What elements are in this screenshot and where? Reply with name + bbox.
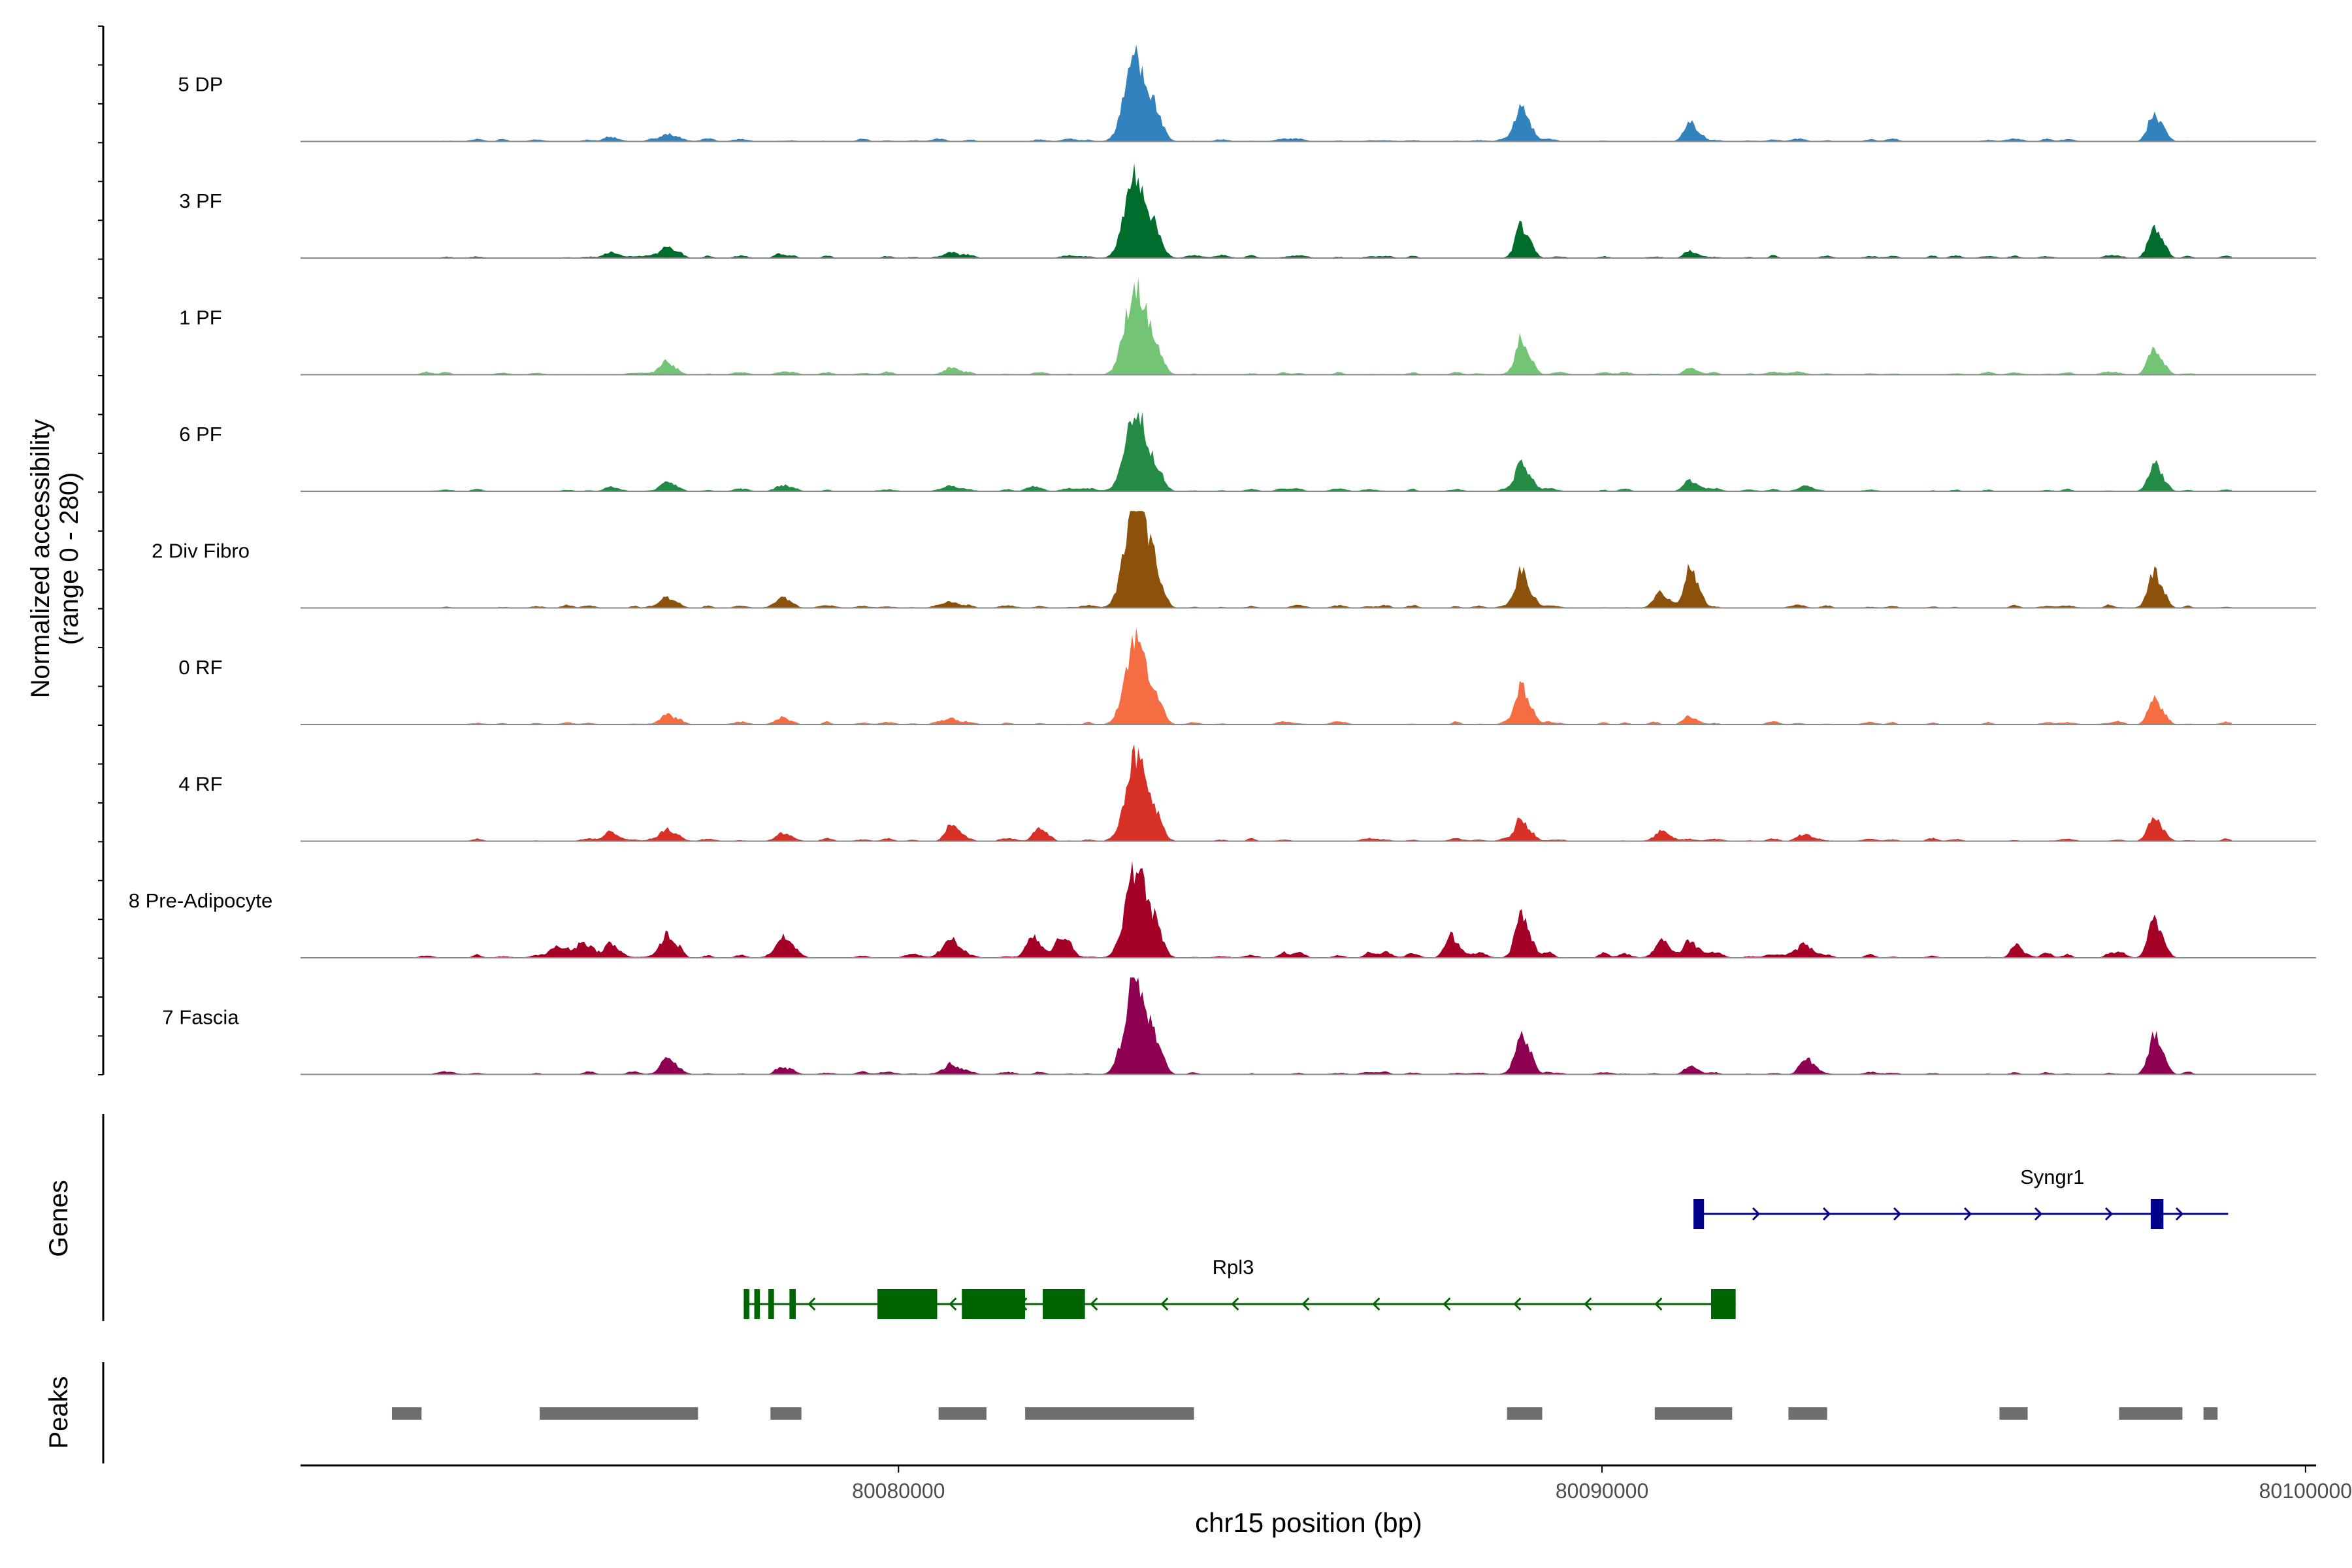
peaks-panel: Peaks: [44, 1362, 2218, 1463]
strand-arrow: [1822, 1207, 1831, 1221]
coverage-area: [406, 278, 2232, 375]
strand-arrow: [1752, 1207, 1761, 1221]
peaks-panel-label: Peaks: [44, 1376, 73, 1448]
exon: [1043, 1289, 1085, 1319]
peak-region: [2119, 1407, 2183, 1420]
strand-arrow: [1372, 1297, 1380, 1311]
peak-region: [1507, 1407, 1543, 1420]
peak-region: [1999, 1407, 2028, 1420]
exon: [1693, 1199, 1705, 1229]
track-1-pf: 1 PF: [179, 278, 2316, 376]
track-7-fascia: 7 Fascia: [162, 977, 2316, 1075]
y-axis-label: Normalized accessibility(range 0 - 280): [26, 419, 84, 698]
track-label: 7 Fascia: [162, 1006, 239, 1029]
coverage-area: [406, 627, 2232, 725]
exon: [789, 1289, 796, 1319]
strand-arrow: [949, 1297, 957, 1311]
strand-arrow: [1090, 1297, 1098, 1311]
x-axis-label: chr15 position (bp): [1195, 1507, 1422, 1538]
track-label: 0 RF: [178, 656, 222, 679]
gene-label: Rpl3: [1213, 1256, 1254, 1279]
coverage-area: [406, 511, 2232, 608]
strand-arrow: [1301, 1297, 1310, 1311]
strand-arrow: [2034, 1207, 2043, 1221]
track-6-pf: 6 PF: [179, 411, 2316, 492]
exon: [962, 1289, 1026, 1319]
gene-rpl3: Rpl3: [743, 1256, 1736, 1319]
y-axis-label-line: Normalized accessibility: [26, 419, 55, 698]
track-5-dp: 5 DP: [178, 44, 2316, 142]
strand-arrow: [2104, 1207, 2114, 1221]
strand-arrow: [1893, 1207, 1902, 1221]
peak-region: [1788, 1407, 1827, 1420]
track-label: 3 PF: [179, 189, 221, 212]
peak-region: [540, 1407, 698, 1420]
exon: [1710, 1289, 1736, 1319]
peak-region: [1654, 1407, 1733, 1420]
track-8-pre-adipocyte: 8 Pre-Adipocyte: [129, 860, 2316, 958]
track-label: 1 PF: [179, 306, 221, 329]
gene-annotation-panel: Genes Syngr1 Rpl3: [44, 1114, 2229, 1321]
y-axis-label-line: (range 0 - 280): [55, 472, 84, 645]
exon: [2150, 1199, 2164, 1229]
x-tick-label: 80090000: [1556, 1479, 1648, 1503]
peak-region: [1025, 1407, 1194, 1420]
track-label: 2 Div Fibro: [152, 540, 250, 563]
coverage-tracks: 5 DP 3 PF 1 PF 6 PF 2 Div Fibro 0 RF 4 RF 8 Pre…: [129, 44, 2316, 1075]
strand-arrow: [808, 1297, 816, 1311]
gene-label: Syngr1: [2020, 1166, 2084, 1188]
track-4-rf: 4 RF: [178, 744, 2316, 842]
coverage-area: [406, 411, 2232, 491]
peak-region: [391, 1407, 422, 1420]
track-2-div-fibro: 2 Div Fibro: [152, 511, 2316, 609]
track-label: 8 Pre-Adipocyte: [129, 889, 273, 912]
strand-arrow: [1443, 1297, 1451, 1311]
x-tick-label: 80080000: [852, 1479, 945, 1503]
axes: Normalized accessibility(range 0 - 280) 8…: [26, 25, 2352, 1538]
strand-arrow: [1231, 1297, 1239, 1311]
strand-arrow: [1963, 1207, 1972, 1221]
coverage-area: [406, 744, 2232, 841]
peak-region: [2203, 1407, 2218, 1420]
exon: [877, 1289, 938, 1319]
coverage-area: [406, 860, 2232, 958]
coverage-area: [406, 44, 2232, 142]
exon: [754, 1289, 760, 1319]
exon: [743, 1289, 749, 1319]
track-label: 4 RF: [178, 773, 222, 796]
strand-arrow: [1584, 1297, 1592, 1311]
coverage-area: [406, 977, 2232, 1075]
strand-arrow: [2175, 1207, 2184, 1221]
gene-syngr1: Syngr1: [1693, 1166, 2229, 1229]
track-3-pf: 3 PF: [179, 163, 2316, 259]
exon: [768, 1289, 774, 1319]
peak-region: [770, 1407, 802, 1420]
genes-panel-label: Genes: [44, 1180, 73, 1257]
strand-arrow: [1160, 1297, 1169, 1311]
strand-arrow: [1654, 1297, 1663, 1311]
track-0-rf: 0 RF: [178, 627, 2316, 725]
peak-region: [938, 1407, 987, 1420]
x-tick-label: 80100000: [2259, 1479, 2352, 1503]
track-label: 6 PF: [179, 423, 221, 446]
track-label: 5 DP: [178, 73, 223, 96]
strand-arrow: [1513, 1297, 1522, 1311]
coverage-area: [406, 163, 2232, 258]
